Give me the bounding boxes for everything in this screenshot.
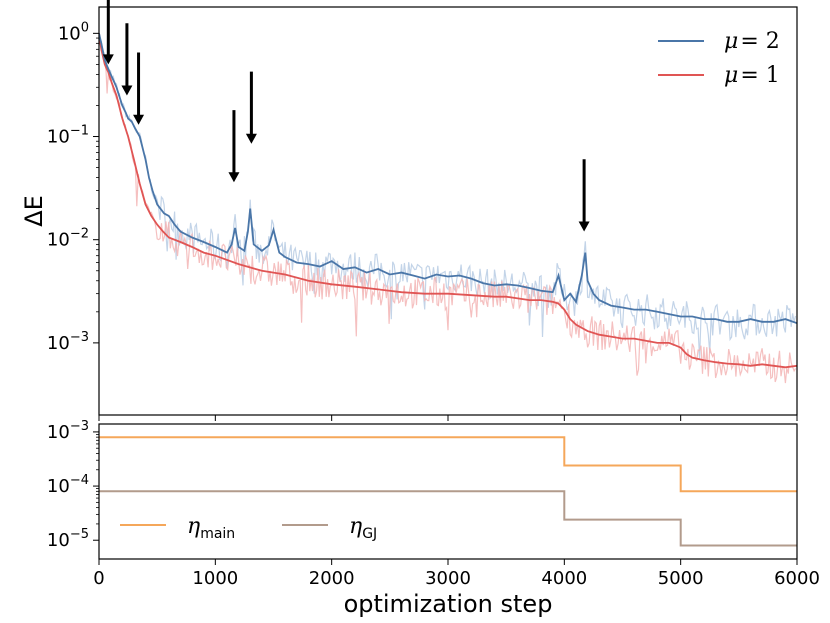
legend-label-mu-1: μ= 1 [724,63,780,88]
legend-label-eta-gj: ηGJ [349,514,377,542]
top-lines-layer [99,33,797,369]
top-axes-frame [98,6,798,416]
arrow-annotation [245,71,257,144]
top-x-ticks [98,415,798,421]
arrow-annotation [102,0,114,65]
bottom-x-ticks: 0 1000 2000 3000 4000 5000 6000 [93,559,820,589]
bottom-panel: 10−3 10−4 10−5 0 1000 2000 3000 4000 5000 6000 o… [47,419,820,618]
series-raw-1 [99,35,797,384]
top-legend: μ= 2 μ= 1 [658,29,780,88]
x-tick-label: 3000 [425,568,471,589]
x-tick-label: 0 [93,568,104,589]
x-axis-label: optimization step [344,590,553,618]
arrow-annotations [102,0,590,232]
x-tick-label: 1000 [192,568,238,589]
top-y-ticks: 100 10−1 10−2 10−3 [47,20,99,354]
lr-series-line-0 [99,436,797,493]
series-line-1 [99,33,797,369]
x-tick-label: 2000 [309,568,355,589]
x-tick-label: 5000 [658,568,704,589]
y-tick-label: 10−3 [47,419,89,443]
lr-series-line-1 [99,490,797,547]
y-tick-label: 100 [58,20,89,44]
arrow-annotation [578,159,590,232]
series-line-0 [99,33,797,325]
arrow-annotation [121,23,133,96]
y-tick-label: 10−4 [47,473,89,497]
arrow-annotation [228,110,240,183]
x-tick-label: 4000 [541,568,587,589]
y-tick-label: 10−5 [47,527,89,551]
top-panel: 100 10−1 10−2 10−3 ΔE μ= 2 μ= 1 [20,0,798,421]
arrow-annotation [133,52,145,125]
legend-label-eta-main: ηmain [187,514,235,542]
bottom-y-ticks: 10−3 10−4 10−5 [47,419,99,551]
bottom-lines-layer [99,436,797,547]
y-axis-label: ΔE [20,195,48,227]
y-tick-label: 10−1 [47,124,89,148]
top-raw-layer [99,35,797,384]
y-tick-label: 10−2 [47,227,89,251]
x-tick-label: 6000 [774,568,820,589]
y-tick-label: 10−3 [47,330,89,354]
bottom-legend: ηmain ηGJ [120,514,377,542]
legend-label-mu-2: μ= 2 [724,29,780,54]
